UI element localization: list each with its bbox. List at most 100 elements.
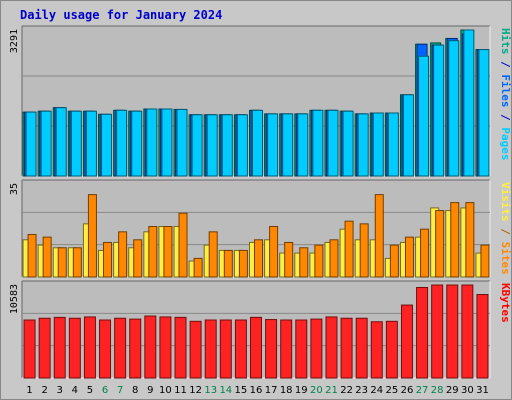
- bar-pages-day-26: [402, 94, 414, 177]
- bar-pages-day-31: [478, 49, 490, 177]
- x-tick-label: 25: [386, 385, 399, 396]
- bar-sites-day-17: [269, 226, 279, 278]
- x-tick-label: 12: [189, 385, 202, 396]
- bar-pages-day-30: [463, 29, 475, 177]
- bar-pages-day-16: [252, 109, 263, 177]
- bar-kbytes-day-16: [250, 316, 262, 379]
- bar-sites-day-9: [148, 226, 158, 278]
- panel-legend: Hits / Files / Pages: [499, 28, 512, 161]
- bar-kbytes-day-23: [355, 317, 368, 379]
- bar-pages-day-27: [418, 55, 430, 177]
- x-tick-label: 9: [147, 385, 153, 396]
- bar-pages-day-12: [191, 114, 203, 177]
- x-tick-label: 14: [219, 385, 232, 396]
- bar-kbytes-day-1: [23, 319, 36, 379]
- bar-pages-day-19: [297, 113, 309, 177]
- bar-sites-day-2: [42, 236, 52, 278]
- bar-kbytes-day-31: [476, 294, 489, 379]
- bar-kbytes-day-25: [385, 320, 398, 379]
- bar-pages-day-3: [55, 107, 67, 177]
- bar-kbytes-day-8: [129, 318, 142, 379]
- x-tick-label: 29: [446, 385, 459, 396]
- x-tick-label: 20: [310, 385, 323, 396]
- bar-pages-day-13: [206, 114, 218, 177]
- bar-kbytes-day-3: [53, 316, 66, 379]
- bar-kbytes-day-20: [310, 318, 323, 379]
- bar-kbytes-day-2: [38, 317, 51, 379]
- bar-sites-day-30: [465, 202, 475, 278]
- bar-sites-day-14: [223, 249, 233, 278]
- bar-sites-day-25: [389, 244, 399, 278]
- bar-sites-day-8: [133, 239, 143, 278]
- bar-pages-day-14: [221, 114, 233, 177]
- x-tick-label: 21: [325, 385, 338, 396]
- bar-sites-day-20: [314, 244, 324, 278]
- panel-max-label: 35: [9, 183, 20, 195]
- bar-sites-day-28: [435, 210, 445, 278]
- x-tick-label: 3: [57, 385, 63, 396]
- bar-sites-day-27: [420, 228, 430, 278]
- bar-kbytes-day-4: [68, 317, 81, 379]
- bar-pages-day-5: [85, 110, 97, 177]
- x-tick-label: 5: [87, 385, 93, 396]
- bar-pages-day-11: [176, 108, 188, 177]
- panel-kbytes: 10583 KBytes: [9, 280, 512, 379]
- x-tick-label: 10: [159, 385, 172, 396]
- x-tick-label: 26: [401, 385, 414, 396]
- bar-kbytes-day-9: [144, 315, 157, 379]
- x-tick-label: 19: [295, 385, 308, 396]
- x-tick-label: 1: [26, 385, 32, 396]
- legend-item: /: [499, 222, 512, 242]
- bar-kbytes-day-30: [461, 284, 474, 379]
- bar-sites-day-15: [238, 249, 248, 278]
- x-tick-label: 15: [235, 385, 248, 396]
- bar-sites-day-18: [284, 241, 294, 278]
- bar-sites-day-1: [27, 233, 37, 278]
- panel-hits-files-pages: 3291 Hits / Files / Pages: [9, 25, 512, 177]
- bar-kbytes-day-22: [340, 317, 353, 379]
- bar-sites-day-10: [163, 226, 173, 278]
- bar-sites-day-23: [359, 223, 369, 278]
- bar-kbytes-day-19: [295, 319, 308, 379]
- bar-pages-day-28: [433, 44, 445, 177]
- bar-pages-day-29: [448, 40, 460, 177]
- bar-kbytes-day-7: [114, 317, 127, 379]
- bar-sites-day-21: [329, 239, 339, 278]
- x-tick-label: 24: [370, 385, 383, 396]
- bar-pages-day-23: [357, 113, 369, 177]
- x-tick-label: 28: [431, 385, 444, 396]
- bar-kbytes-day-13: [204, 319, 217, 379]
- bar-kbytes-day-26: [400, 304, 413, 379]
- bar-sites-day-7: [118, 231, 128, 278]
- bar-sites-day-13: [208, 231, 218, 278]
- bar-pages-day-15: [236, 114, 248, 177]
- legend-item: /: [499, 108, 512, 128]
- x-tick-label: 17: [265, 385, 278, 396]
- bar-pages-day-6: [101, 113, 113, 177]
- bar-kbytes-day-14: [219, 319, 232, 379]
- bar-sites-day-12: [193, 257, 203, 278]
- x-tick-label: 6: [102, 385, 108, 396]
- bar-kbytes-day-6: [99, 319, 112, 379]
- x-tick-label: 11: [174, 385, 187, 396]
- x-tick-label: 16: [250, 385, 263, 396]
- bar-pages-day-22: [342, 110, 354, 177]
- legend-item: Visits: [499, 182, 512, 222]
- bar-sites-day-3: [57, 247, 67, 278]
- x-tick-label: 4: [72, 385, 78, 396]
- bar-kbytes-day-15: [234, 319, 247, 379]
- x-tick-label: 22: [340, 385, 353, 396]
- legend-item: /: [499, 55, 512, 75]
- x-tick-label: 8: [132, 385, 138, 396]
- x-tick-label: 31: [476, 385, 489, 396]
- bar-sites-day-19: [299, 247, 309, 278]
- x-tick-label: 30: [461, 385, 474, 396]
- x-tick-label: 2: [41, 385, 47, 396]
- bar-pages-day-2: [40, 110, 52, 177]
- bar-kbytes-day-5: [83, 316, 96, 379]
- bar-pages-day-8: [131, 110, 143, 177]
- bar-kbytes-day-11: [174, 316, 187, 379]
- x-tick-label: 23: [355, 385, 368, 396]
- bar-kbytes-day-24: [370, 321, 383, 379]
